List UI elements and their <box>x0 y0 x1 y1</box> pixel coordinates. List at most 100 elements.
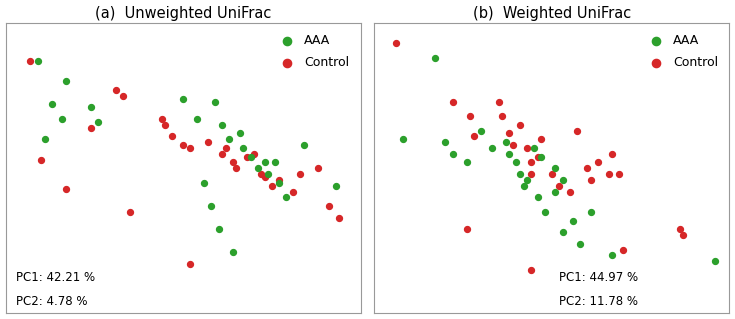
Legend: AAA, Control: AAA, Control <box>638 29 723 74</box>
Point <box>553 183 565 188</box>
Point <box>294 172 306 177</box>
Point <box>202 140 214 145</box>
Point <box>532 154 544 159</box>
Point <box>507 143 519 148</box>
Point <box>191 116 203 122</box>
Point <box>532 195 544 200</box>
Point <box>60 78 72 84</box>
Point <box>535 137 547 142</box>
Point <box>468 134 480 139</box>
Point <box>177 143 189 148</box>
Point <box>550 166 562 171</box>
Point <box>585 209 597 214</box>
Point <box>234 131 245 136</box>
Point <box>216 151 228 156</box>
Point <box>525 160 537 165</box>
Point <box>461 227 473 232</box>
Point <box>32 58 43 63</box>
Point <box>46 102 57 107</box>
Point <box>575 241 587 246</box>
Point <box>220 145 232 151</box>
Point <box>273 180 284 185</box>
Point <box>259 160 270 165</box>
Point <box>255 172 267 177</box>
Point <box>461 160 473 165</box>
Point <box>678 233 689 238</box>
Point <box>227 160 239 165</box>
Point <box>57 116 68 122</box>
Point <box>606 253 618 258</box>
Point <box>585 177 597 182</box>
Point <box>514 172 526 177</box>
Point <box>24 58 36 63</box>
Point <box>486 145 498 151</box>
Point <box>167 134 179 139</box>
Point <box>592 160 604 165</box>
Point <box>500 140 512 145</box>
Point <box>511 160 523 165</box>
Point <box>492 99 504 104</box>
Point <box>581 166 593 171</box>
Point <box>546 172 558 177</box>
Point <box>525 267 537 272</box>
Point <box>287 189 299 194</box>
Point <box>503 151 515 156</box>
Point <box>156 116 168 122</box>
Point <box>539 209 551 214</box>
Point <box>209 99 221 104</box>
Point <box>312 166 324 171</box>
Point <box>330 183 342 188</box>
Point <box>280 195 292 200</box>
Point <box>503 131 515 136</box>
Point <box>564 189 576 194</box>
Point <box>617 247 629 252</box>
Text: PC2: 11.78 %: PC2: 11.78 % <box>559 295 638 308</box>
Text: PC1: 44.97 %: PC1: 44.97 % <box>559 271 638 285</box>
Point <box>237 145 249 151</box>
Point <box>60 186 72 191</box>
Point <box>124 209 136 214</box>
Point <box>231 166 243 171</box>
Point <box>323 204 334 209</box>
Point <box>92 119 104 124</box>
Text: PC2: 4.78 %: PC2: 4.78 % <box>16 295 87 308</box>
Point <box>517 183 529 188</box>
Point <box>273 177 284 182</box>
Point <box>184 145 196 151</box>
Point <box>212 227 224 232</box>
Point <box>535 154 547 159</box>
Point <box>117 93 129 98</box>
Point <box>556 177 568 182</box>
Point <box>440 140 451 145</box>
Text: PC1: 42.21 %: PC1: 42.21 % <box>16 271 96 285</box>
Point <box>390 41 401 46</box>
Point <box>465 114 476 119</box>
Point <box>85 125 96 130</box>
Point <box>514 122 526 127</box>
Point <box>674 227 686 232</box>
Title: (a)  Unweighted UniFrac: (a) Unweighted UniFrac <box>95 5 271 20</box>
Point <box>270 160 282 165</box>
Point <box>206 204 218 209</box>
Point <box>177 96 189 101</box>
Point <box>556 230 568 235</box>
Point <box>184 262 196 267</box>
Point <box>262 172 274 177</box>
Point <box>216 122 228 127</box>
Point <box>248 151 260 156</box>
Point <box>528 145 540 151</box>
Point <box>709 259 721 264</box>
Point <box>614 172 625 177</box>
Point <box>227 250 239 255</box>
Point <box>571 128 583 133</box>
Legend: AAA, Control: AAA, Control <box>269 29 354 74</box>
Point <box>606 151 618 156</box>
Point <box>447 99 459 104</box>
Point <box>475 128 487 133</box>
Point <box>159 122 171 127</box>
Point <box>521 145 533 151</box>
Point <box>110 87 121 93</box>
Point <box>198 180 210 185</box>
Point <box>525 172 537 177</box>
Title: (b)  Weighted UniFrac: (b) Weighted UniFrac <box>473 5 631 20</box>
